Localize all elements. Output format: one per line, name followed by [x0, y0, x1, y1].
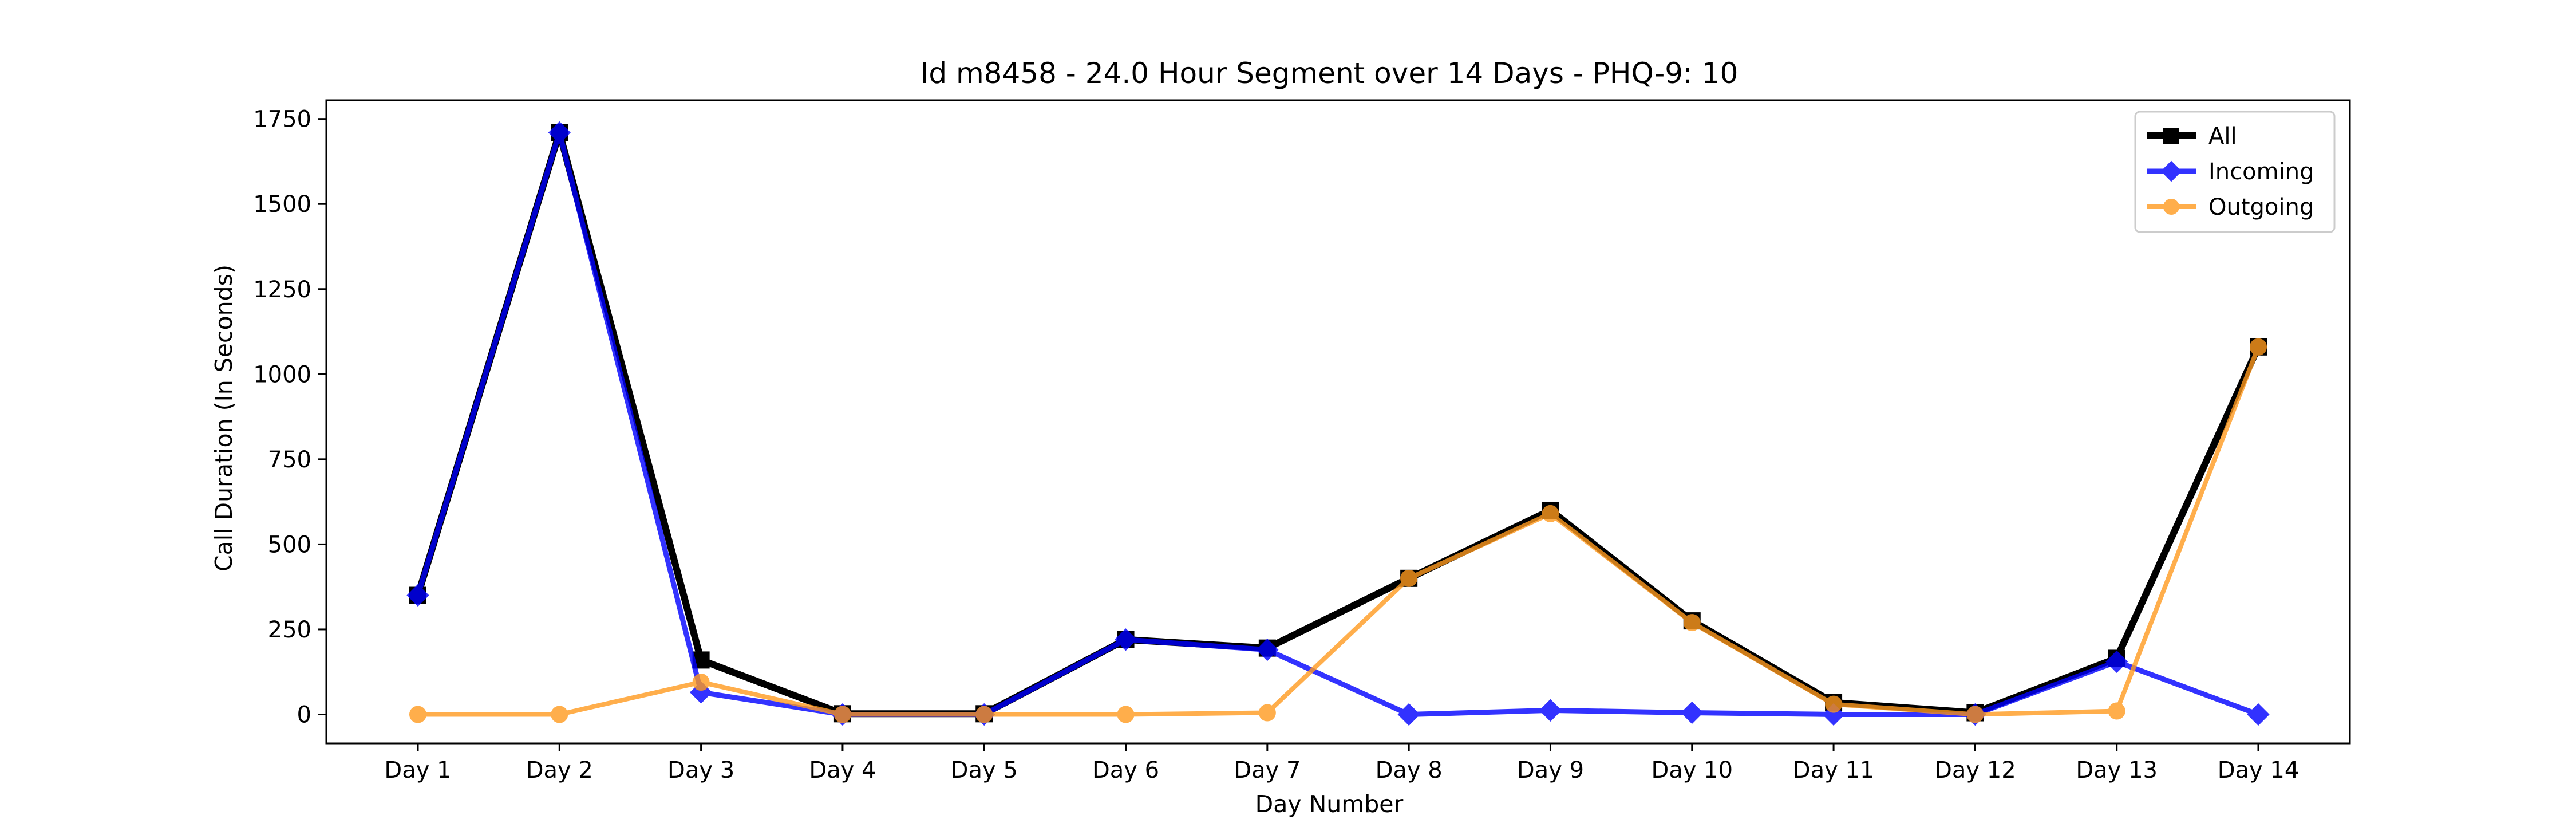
series-incoming — [406, 121, 2270, 726]
data-point-outgoing — [1117, 706, 1135, 723]
x-tick-label: Day 12 — [1934, 757, 2016, 783]
legend-item-outgoing — [2147, 199, 2196, 215]
data-point-incoming — [1539, 699, 1562, 722]
y-axis-label: Call Duration (In Seconds) — [210, 265, 238, 572]
x-tick-label: Day 11 — [1793, 757, 1875, 783]
data-point-outgoing — [2250, 338, 2267, 356]
y-tick-label: 1500 — [253, 191, 311, 218]
legend-marker — [2163, 128, 2179, 144]
data-point-incoming — [1114, 628, 1137, 651]
x-tick-label: Day 8 — [1376, 757, 1443, 783]
y-tick-label: 1750 — [253, 107, 311, 133]
data-point-outgoing — [975, 706, 993, 723]
series-line-outgoing — [418, 346, 2261, 717]
data-point-incoming — [2105, 650, 2128, 674]
legend-label: Incoming — [2208, 159, 2314, 185]
series-line-all — [414, 129, 2262, 718]
data-point-incoming — [406, 584, 429, 607]
legend-marker — [2160, 160, 2182, 182]
data-point-outgoing — [2108, 702, 2125, 720]
x-tick-label: Day 3 — [667, 757, 734, 783]
data-point-outgoing — [833, 706, 851, 723]
legend-item-incoming — [2147, 160, 2196, 182]
data-point-incoming — [2247, 703, 2270, 726]
legend-marker — [2163, 199, 2179, 215]
data-point-incoming — [1397, 703, 1420, 726]
series-outgoing — [409, 338, 2267, 723]
data-point-outgoing — [1258, 704, 1276, 722]
series-lines — [406, 121, 2270, 726]
chart-title: Id m8458 - 24.0 Hour Segment over 14 Day… — [920, 57, 1739, 90]
data-point-incoming — [1256, 638, 1279, 661]
legend: All Incoming Outgoing — [2134, 111, 2336, 233]
legend-label: All — [2208, 123, 2237, 149]
x-tick-label: Day 10 — [1651, 757, 1733, 783]
data-point-outgoing — [692, 674, 710, 691]
data-point-incoming — [548, 121, 571, 144]
data-point-outgoing — [1542, 505, 1559, 522]
y-tick-label: 1000 — [253, 361, 311, 388]
plot-frame — [325, 99, 2351, 745]
y-tick-label: 750 — [268, 447, 311, 473]
data-point-incoming — [1681, 701, 1704, 724]
y-tick-label: 250 — [268, 617, 311, 643]
data-point-outgoing — [1966, 706, 1984, 723]
data-point-outgoing — [409, 706, 426, 723]
x-tick-label: Day 13 — [2076, 757, 2158, 783]
x-tick-label: Day 7 — [1234, 757, 1301, 783]
x-tick-label: Day 1 — [384, 757, 451, 783]
x-tick-label: Day 5 — [951, 757, 1018, 783]
data-point-outgoing — [1683, 614, 1701, 632]
axis-ticks: 0 250 500 750 1000 1250 1500 1750 Day 1 Day 2 Day … — [253, 107, 2299, 783]
x-tick-label: Day 9 — [1517, 757, 1584, 783]
y-tick-label: 0 — [297, 702, 311, 728]
data-point-outgoing — [1400, 569, 1418, 587]
x-axis-label: Day Number — [1255, 790, 1404, 818]
y-tick-label: 1250 — [253, 277, 311, 303]
x-tick-label: Day 14 — [2218, 757, 2300, 783]
data-point-outgoing — [551, 706, 568, 723]
x-tick-label: Day 6 — [1092, 757, 1159, 783]
legend-item-all — [2147, 128, 2196, 144]
x-tick-label: Day 4 — [809, 757, 876, 783]
legend-label: Outgoing — [2208, 194, 2314, 220]
legend-box — [2134, 111, 2336, 233]
data-point-outgoing — [1825, 695, 1843, 713]
x-tick-label: Day 2 — [526, 757, 593, 783]
y-tick-label: 500 — [268, 531, 311, 558]
data-point-incoming — [690, 681, 713, 704]
